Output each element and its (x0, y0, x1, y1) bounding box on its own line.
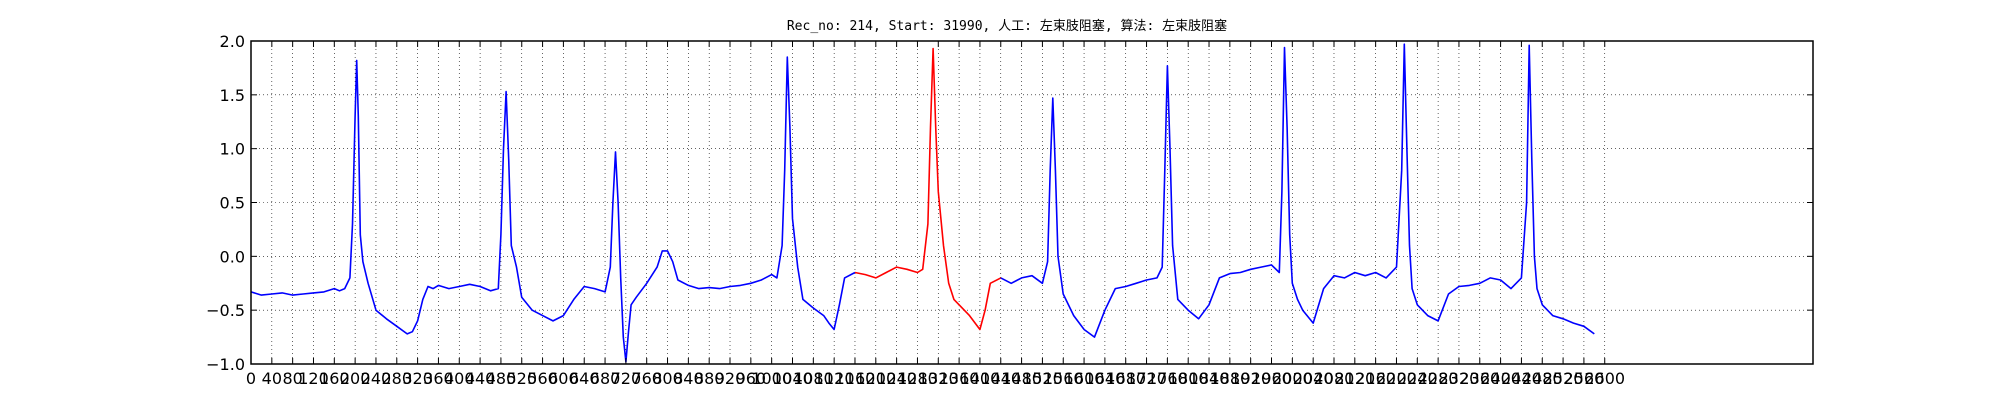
x-tick-label: 200 (340, 369, 371, 388)
x-tick-label: 800 (652, 369, 683, 388)
y-tick-label: −0.5 (206, 301, 245, 320)
x-tick-label: 1680 (1105, 369, 1146, 388)
x-tick-label: 2000 (1272, 369, 1313, 388)
x-tick-label: 0 (246, 369, 256, 388)
x-tick-label: 1520 (1022, 369, 1063, 388)
y-tick-label: −1.0 (206, 355, 245, 374)
x-tick-label: 1280 (897, 369, 938, 388)
y-tick-label: 0.0 (220, 247, 245, 266)
chart-title: Rec_no: 214, Start: 31990, 人工: 左束肢阻塞, 算法… (787, 18, 1227, 34)
x-tick-label: 1360 (939, 369, 980, 388)
y-tick-label: 1.0 (220, 140, 245, 159)
x-tick-label: 2040 (1293, 369, 1334, 388)
x-tick-label: 1320 (918, 369, 959, 388)
x-tick-label: 600 (548, 369, 579, 388)
y-tick-label: 0.5 (220, 194, 245, 213)
x-tick-label: 1760 (1147, 369, 1188, 388)
y-tick-label: 1.5 (220, 86, 245, 105)
x-tick-label: 1800 (1168, 369, 1209, 388)
x-tick-label: 680 (590, 369, 621, 388)
x-tick-label: 560 (527, 369, 558, 388)
x-tick-label: 1560 (1043, 369, 1084, 388)
x-tick-label: 880 (694, 369, 725, 388)
x-tick-label: 1160 (835, 369, 876, 388)
x-tick-label: 1120 (814, 369, 855, 388)
x-tick-label: 2400 (1480, 369, 1521, 388)
x-tick-label: 1080 (793, 369, 834, 388)
x-tick-label: 40 (262, 369, 282, 388)
tick-layer: 0 40 8012016020024028032036040044048052056… (206, 32, 1813, 388)
x-tick-label: 1720 (1126, 369, 1167, 388)
x-tick-label: 280 (382, 369, 413, 388)
y-tick-label: 2.0 (220, 32, 245, 51)
x-tick-label: 480 (486, 369, 517, 388)
x-tick-label: 1400 (960, 369, 1001, 388)
x-tick-label: 2440 (1501, 369, 1542, 388)
x-tick-label: 1240 (876, 369, 917, 388)
x-tick-label: 2240 (1397, 369, 1438, 388)
x-tick-label: 760 (631, 369, 662, 388)
x-tick-label: 400 (444, 369, 475, 388)
x-tick-label: 2480 (1522, 369, 1563, 388)
x-tick-label: 1200 (855, 369, 896, 388)
x-tick-label: 2200 (1376, 369, 1417, 388)
x-tick-label: 2360 (1459, 369, 1500, 388)
x-tick-label: 960 (736, 369, 767, 388)
x-tick-label: 240 (361, 369, 392, 388)
x-tick-label: 920 (715, 369, 746, 388)
x-tick-label: 1040 (772, 369, 813, 388)
x-tick-label: 1880 (1209, 369, 1250, 388)
ecg-series-highlighted (854, 47, 1002, 331)
x-tick-label: 1440 (980, 369, 1021, 388)
x-tick-label: 2560 (1564, 369, 1605, 388)
x-tick-label: 1840 (1189, 369, 1230, 388)
x-tick-label: 440 (465, 369, 496, 388)
x-tick-label: 1000 (751, 369, 792, 388)
grid-layer (251, 41, 1813, 364)
x-tick-label: 1920 (1230, 369, 1271, 388)
x-tick-label: 720 (611, 369, 642, 388)
x-tick-label: 2160 (1355, 369, 1396, 388)
x-tick-label: 840 (673, 369, 704, 388)
x-tick-label: 2520 (1543, 369, 1584, 388)
x-tick-label: 1480 (1001, 369, 1042, 388)
x-tick-label: 1640 (1085, 369, 1126, 388)
series-layer (250, 43, 1595, 363)
x-tick-label: 2320 (1439, 369, 1480, 388)
x-tick-label: 120 (298, 369, 329, 388)
x-tick-label: 1600 (1064, 369, 1105, 388)
x-tick-label: 360 (423, 369, 454, 388)
x-tick-label: 2080 (1314, 369, 1355, 388)
x-tick-label: 1960 (1251, 369, 1292, 388)
x-tick-label: 80 (282, 369, 302, 388)
x-tick-label: 2120 (1334, 369, 1375, 388)
x-tick-label: 160 (319, 369, 350, 388)
x-tick-label: 2600 (1584, 369, 1625, 388)
ecg-series-after (1000, 43, 1595, 338)
x-tick-label: 320 (402, 369, 433, 388)
x-tick-label: 2280 (1418, 369, 1459, 388)
x-tick-label: 520 (506, 369, 537, 388)
ecg-series-before (250, 56, 856, 363)
x-tick-label: 640 (569, 369, 600, 388)
